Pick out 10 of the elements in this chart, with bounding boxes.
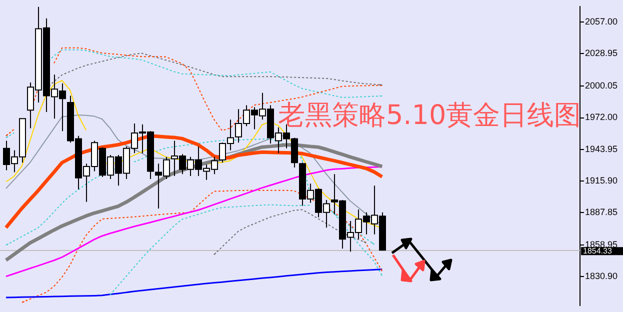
text: 老黑策略5.10黄金日线图 xyxy=(278,99,582,133)
y-tick-label: 1830.90 xyxy=(585,270,618,281)
y-tick-label: 2000.05 xyxy=(585,80,618,91)
y-tick-label: 1943.95 xyxy=(585,144,618,154)
y-tick-label: 1972.00 xyxy=(585,112,618,122)
y-tick-label: 2028.95 xyxy=(585,48,618,58)
ref-line-label: 1854.33 xyxy=(583,246,612,256)
y-tick-label: 2057.00 xyxy=(585,16,618,27)
y-tick-label: 1887.85 xyxy=(585,206,618,217)
y-tick-label: 1915.90 xyxy=(585,175,618,186)
